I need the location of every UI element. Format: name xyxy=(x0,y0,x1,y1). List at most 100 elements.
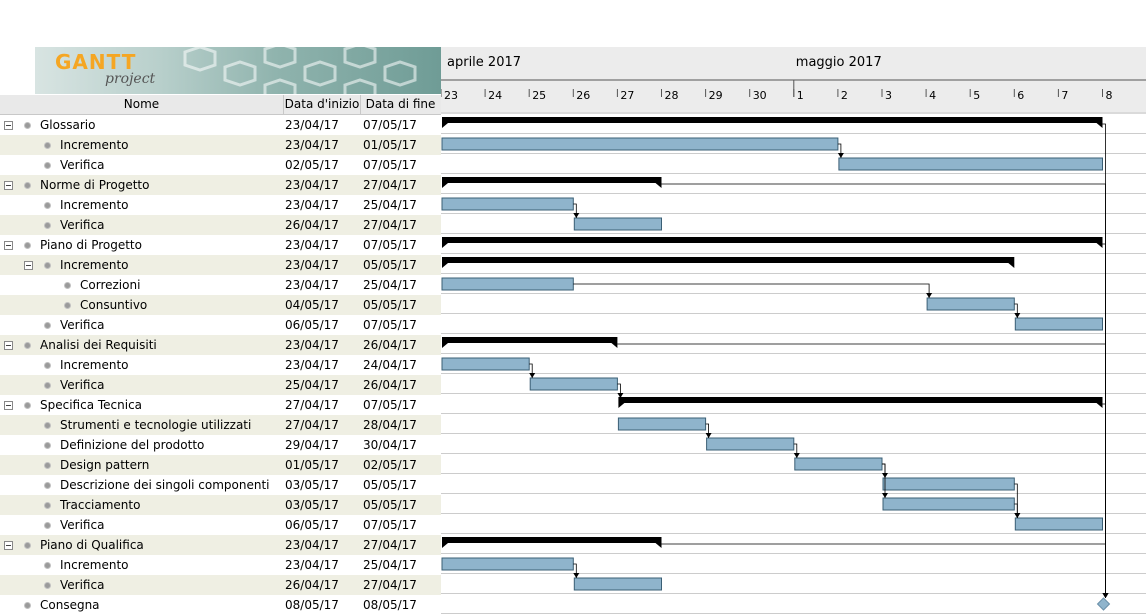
collapse-icon[interactable] xyxy=(4,241,13,250)
task-end-date: 05/05/17 xyxy=(363,298,417,312)
task-row[interactable]: Design pattern 01/05/17 02/05/17 xyxy=(0,455,441,475)
task-end-date: 05/05/17 xyxy=(363,498,417,512)
task-bullet-icon xyxy=(44,222,51,229)
summary-bar xyxy=(442,237,1103,243)
task-row[interactable]: Verifica 26/04/17 27/04/17 xyxy=(0,215,441,235)
timeline-day-label: 4 xyxy=(929,89,937,102)
collapse-icon[interactable] xyxy=(4,181,13,190)
task-end-date: 07/05/17 xyxy=(363,318,417,332)
task-name: Incremento xyxy=(60,258,129,272)
task-row[interactable]: Piano di Progetto 23/04/17 07/05/17 xyxy=(0,235,441,255)
task-row[interactable]: Consegna 08/05/17 08/05/17 xyxy=(0,595,441,615)
task-bar xyxy=(1014,317,1103,331)
dependency-arrow-icon xyxy=(705,433,712,438)
collapse-icon[interactable] xyxy=(4,341,13,350)
column-header-start[interactable]: Data d'inizio xyxy=(284,95,361,114)
task-row[interactable]: Verifica 06/05/17 07/05/17 xyxy=(0,515,441,535)
collapse-icon[interactable] xyxy=(4,541,13,550)
task-end-date: 27/04/17 xyxy=(363,178,417,192)
summary-bar xyxy=(618,397,1103,403)
hexagon-pattern-icon xyxy=(183,47,417,94)
dependency-line xyxy=(661,543,1106,598)
summary-bar xyxy=(442,337,618,343)
task-row[interactable]: Verifica 02/05/17 07/05/17 xyxy=(0,155,441,175)
task-end-date: 27/04/17 xyxy=(363,578,417,592)
task-end-date: 25/04/17 xyxy=(363,278,417,292)
summary-bar-start xyxy=(442,343,448,348)
task-bullet-icon xyxy=(44,202,51,209)
task-row[interactable]: Incremento 23/04/17 05/05/17 xyxy=(0,255,441,275)
dependency-arrow-icon xyxy=(573,213,580,218)
collapse-icon[interactable] xyxy=(4,401,13,410)
task-row[interactable]: Tracciamento 03/05/17 05/05/17 xyxy=(0,495,441,515)
task-bullet-icon xyxy=(64,302,71,309)
task-row[interactable]: Norme di Progetto 23/04/17 27/04/17 xyxy=(0,175,441,195)
task-row[interactable]: Strumenti e tecnologie utilizzati 27/04/1… xyxy=(0,415,441,435)
column-header-name[interactable]: Nome xyxy=(0,95,284,114)
task-bar xyxy=(1014,517,1103,531)
task-end-date: 05/05/17 xyxy=(363,478,417,492)
task-start-date: 25/04/17 xyxy=(285,378,339,392)
task-name: Incremento xyxy=(60,198,129,212)
task-row[interactable]: Incremento 23/04/17 01/05/17 xyxy=(0,135,441,155)
task-row[interactable]: Analisi dei Requisiti 23/04/17 26/04/17 xyxy=(0,335,441,355)
task-start-date: 23/04/17 xyxy=(285,178,339,192)
task-start-date: 27/04/17 xyxy=(285,418,339,432)
task-row[interactable]: Incremento 23/04/17 25/04/17 xyxy=(0,195,441,215)
task-start-date: 27/04/17 xyxy=(285,398,339,412)
summary-bar-end xyxy=(1096,403,1103,408)
task-start-date: 23/04/17 xyxy=(285,338,339,352)
task-bar xyxy=(926,297,1015,311)
timeline-day-label: 27 xyxy=(620,89,635,102)
task-bar xyxy=(441,197,574,211)
task-row[interactable]: Descrizione dei singoli componenti 03/05/… xyxy=(0,475,441,495)
dependency-arrow-icon xyxy=(837,153,844,158)
task-row[interactable]: Specifica Tecnica 27/04/17 07/05/17 xyxy=(0,395,441,415)
task-row[interactable]: Consuntivo 04/05/17 05/05/17 xyxy=(0,295,441,315)
task-end-date: 25/04/17 xyxy=(363,198,417,212)
task-bar xyxy=(882,497,1015,511)
task-start-date: 23/04/17 xyxy=(285,238,339,252)
task-name: Consegna xyxy=(40,598,100,612)
summary-bar-start xyxy=(442,123,448,128)
task-row[interactable]: Incremento 23/04/17 25/04/17 xyxy=(0,555,441,575)
task-row[interactable]: Verifica 06/05/17 07/05/17 xyxy=(0,315,441,335)
task-row[interactable]: Verifica 25/04/17 26/04/17 xyxy=(0,375,441,395)
summary-bar xyxy=(442,177,662,183)
milestone-marker xyxy=(1096,597,1111,611)
task-name: Incremento xyxy=(60,358,129,372)
task-row[interactable]: Correzioni 23/04/17 25/04/17 xyxy=(0,275,441,295)
collapse-icon[interactable] xyxy=(4,121,13,130)
task-name: Tracciamento xyxy=(60,498,141,512)
task-name: Descrizione dei singoli componenti xyxy=(60,478,270,492)
task-bullet-icon xyxy=(44,502,51,509)
timeline-day-label: 30 xyxy=(752,89,767,102)
task-bullet-icon xyxy=(44,142,51,149)
timeline-day-label: 24 xyxy=(488,89,503,102)
task-row[interactable]: Definizione del prodotto 29/04/17 30/04/17 xyxy=(0,435,441,455)
task-bar xyxy=(617,417,707,431)
task-row[interactable]: Glossario 23/04/17 07/05/17 xyxy=(0,115,441,135)
task-bullet-icon xyxy=(44,462,51,469)
task-name: Correzioni xyxy=(80,278,141,292)
task-start-date: 23/04/17 xyxy=(285,278,339,292)
task-end-date: 02/05/17 xyxy=(363,458,417,472)
task-bullet-icon xyxy=(44,582,51,589)
summary-bar-end xyxy=(1096,243,1103,248)
summary-bar-end xyxy=(655,183,662,188)
summary-bar-end xyxy=(1008,263,1015,268)
task-bar xyxy=(441,357,530,371)
logo-subtitle: project xyxy=(105,71,156,87)
column-header-end[interactable]: Data di fine xyxy=(365,97,436,111)
task-row[interactable]: Incremento 23/04/17 24/04/17 xyxy=(0,355,441,375)
task-start-date: 03/05/17 xyxy=(285,498,339,512)
task-row[interactable]: Verifica 26/04/17 27/04/17 xyxy=(0,575,441,595)
dependency-line xyxy=(617,343,1106,598)
task-bullet-icon xyxy=(24,242,31,249)
dependency-arrow-icon xyxy=(1014,313,1021,318)
timeline-day-label: 8 xyxy=(1105,89,1113,102)
collapse-icon[interactable] xyxy=(24,261,33,270)
task-bullet-icon xyxy=(44,442,51,449)
task-name: Incremento xyxy=(60,138,129,152)
task-row[interactable]: Piano di Qualifica 23/04/17 27/04/17 xyxy=(0,535,441,555)
